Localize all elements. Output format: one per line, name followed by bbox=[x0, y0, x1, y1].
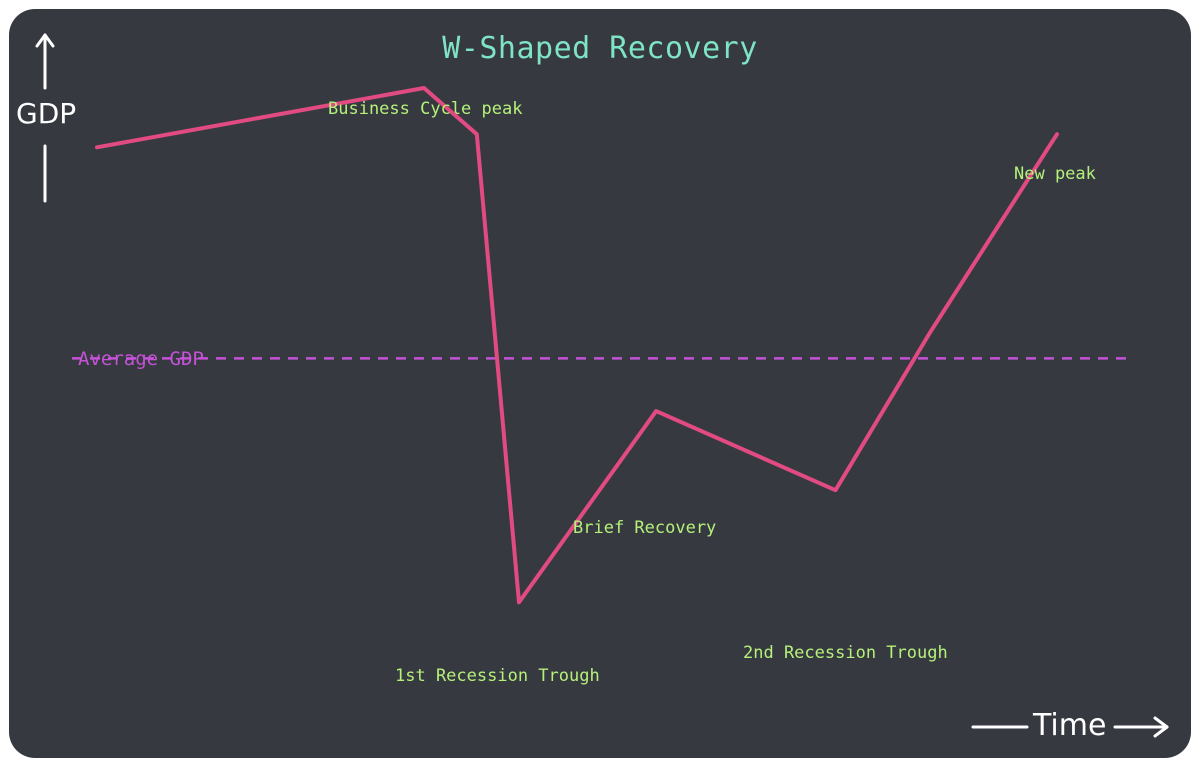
new-peak-label: New peak bbox=[1014, 164, 1096, 184]
diagram-canvas bbox=[35, 33, 1169, 738]
y-axis bbox=[35, 33, 55, 203]
first-recession-trough-label: 1st Recession Trough bbox=[395, 666, 600, 686]
x-axis-arrow-head bbox=[1153, 716, 1169, 738]
x-axis-label: Time bbox=[1033, 708, 1107, 743]
x-axis bbox=[971, 716, 1169, 738]
y-axis-arrow-head bbox=[35, 33, 55, 48]
brief-recovery-label: Brief Recovery bbox=[573, 518, 717, 538]
diagram-card: W-Shaped Recovery GDP Time Business Cycl… bbox=[9, 9, 1191, 758]
average-gdp-label: Average GDP bbox=[78, 348, 204, 370]
business-cycle-peak-label: Business Cycle peak bbox=[328, 99, 523, 119]
y-axis-label: GDP bbox=[16, 97, 77, 130]
second-recession-trough-label: 2nd Recession Trough bbox=[743, 643, 948, 663]
chart-title: W-Shaped Recovery bbox=[442, 31, 758, 66]
gdp-series-line bbox=[95, 86, 1059, 605]
